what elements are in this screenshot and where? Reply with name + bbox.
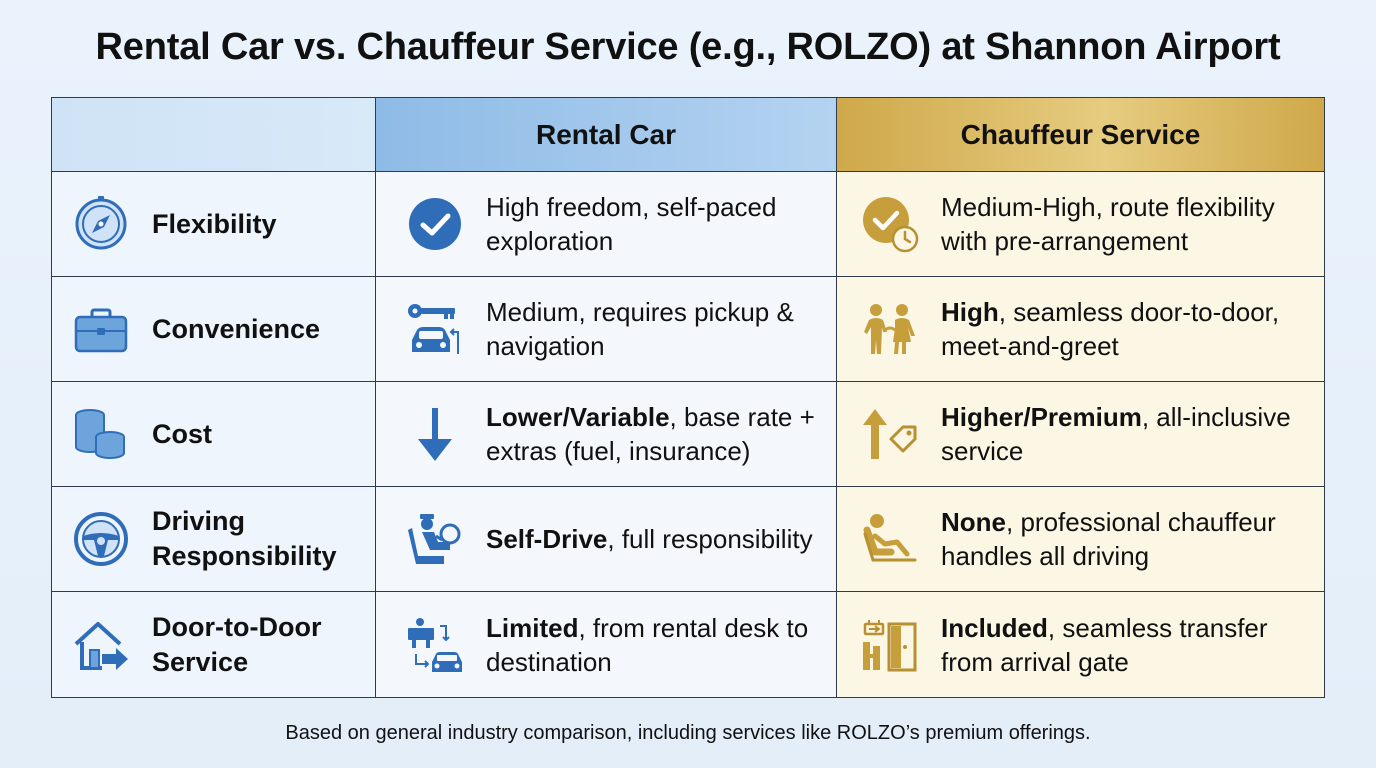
rental-driving-text: Self-Drive, full responsibility	[486, 524, 813, 554]
chauffeur-door-text: Included, seamless transfer from arrival…	[941, 612, 1268, 677]
row-convenience-category: Convenience	[52, 277, 376, 382]
checkmark-circle-icon	[406, 195, 464, 253]
row-cost-category: Cost	[52, 382, 376, 487]
header-rental-car: Rental Car	[376, 98, 837, 172]
arrow-down-icon	[406, 405, 464, 463]
footnote: Based on general industry comparison, in…	[285, 722, 1091, 744]
arrow-up-tag-icon	[861, 405, 919, 463]
row-convenience-rental: Medium, requires pickup & navigation	[376, 277, 837, 382]
chauffeur-driving-text: None, professional chauffeur handles all…	[941, 507, 1276, 571]
row-driving-chauffeur: None, professional chauffeur handles all…	[837, 487, 1324, 592]
rental-cost-text: Lower/Variable, base rate + extras (fuel…	[486, 402, 815, 466]
comparison-table: Rental Car Chauffeur Service Flexibility…	[51, 97, 1325, 698]
rental-convenience-text: Medium, requires pickup & navigation	[486, 297, 794, 361]
page-title: Rental Car vs. Chauffeur Service (e.g., …	[95, 26, 1281, 68]
row-driving-category: Driving Responsibility	[52, 487, 376, 592]
chauffeur-convenience-text: High, seamless door-to-door, meet-and-gr…	[941, 297, 1280, 361]
row-flexibility-rental: High freedom, self-paced exploration	[376, 172, 837, 277]
row-cost-rental: Lower/Variable, base rate + extras (fuel…	[376, 382, 837, 487]
row-flexibility-chauffeur: Medium-High, route flexibility with pre-…	[837, 172, 1324, 277]
meet-greet-people-icon	[861, 300, 919, 358]
row-door-rental: Limited, from rental desk to destination	[376, 592, 837, 697]
briefcase-icon	[72, 300, 130, 358]
category-label: Flexibility	[152, 208, 277, 239]
rental-door-text: Limited, from rental desk to destination	[486, 612, 809, 677]
row-driving-rental: Self-Drive, full responsibility	[376, 487, 837, 592]
row-flexibility-category: Flexibility	[52, 172, 376, 277]
row-door-category: Door-to-Door Service	[52, 592, 376, 697]
check-clock-icon	[861, 195, 919, 253]
category-label: Door-to-Door Service	[152, 611, 322, 677]
header-empty-cell	[52, 98, 376, 172]
driver-seat-icon	[406, 510, 464, 568]
row-door-chauffeur: Included, seamless transfer from arrival…	[837, 592, 1324, 697]
header-chauffeur-service: Chauffeur Service	[837, 98, 1324, 172]
category-label: Convenience	[152, 313, 321, 344]
header-rental-label: Rental Car	[535, 118, 677, 150]
steering-wheel-icon	[72, 510, 130, 568]
rental-flexibility-text: High freedom, self-paced exploration	[486, 192, 777, 256]
category-label: Cost	[152, 418, 212, 449]
chauffeur-flexibility-text: Medium-High, route flexibility with pre-…	[941, 192, 1275, 256]
category-label: Driving Responsibility	[152, 506, 337, 571]
key-car-icon	[406, 300, 464, 358]
chauffeur-cost-text: Higher/Premium, all-inclusive service	[941, 402, 1291, 466]
row-convenience-chauffeur: High, seamless door-to-door, meet-and-gr…	[837, 277, 1324, 382]
coin-stack-icon	[72, 405, 130, 463]
compass-icon	[72, 195, 130, 253]
house-arrow-icon	[72, 616, 130, 674]
row-cost-chauffeur: Higher/Premium, all-inclusive service	[837, 382, 1324, 487]
header-chauffeur-label: Chauffeur Service	[960, 118, 1201, 150]
rental-desk-car-icon	[406, 616, 464, 674]
arrival-gate-icon	[861, 616, 919, 674]
reclining-passenger-icon	[861, 510, 919, 568]
